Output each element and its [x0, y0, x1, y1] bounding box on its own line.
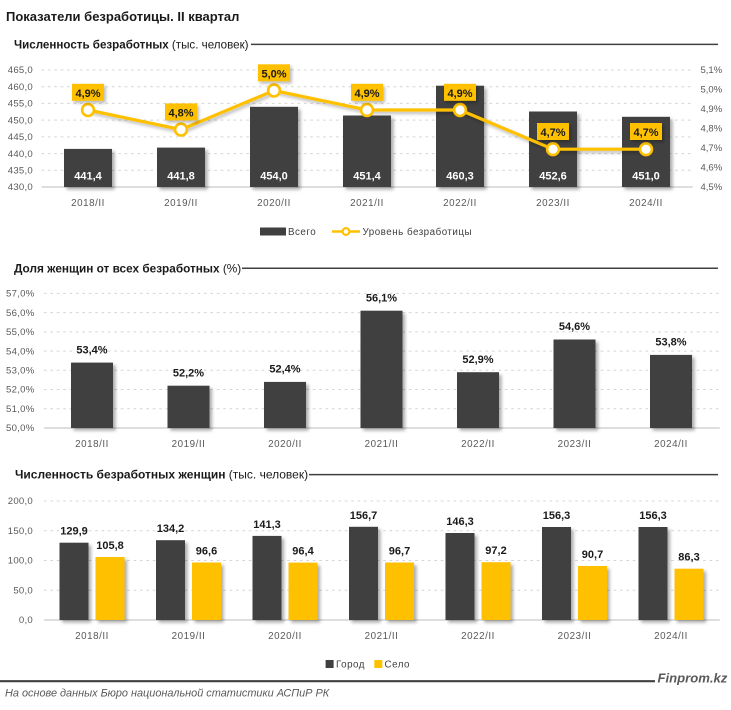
svg-text:150,0: 150,0	[8, 526, 33, 537]
svg-text:0,0: 0,0	[19, 615, 33, 626]
svg-text:4,9%: 4,9%	[354, 88, 379, 100]
svg-text:435,0: 435,0	[8, 166, 33, 177]
svg-text:52,0%: 52,0%	[6, 385, 35, 396]
svg-text:2024/II: 2024/II	[654, 439, 688, 450]
svg-text:4,8%: 4,8%	[168, 107, 193, 119]
svg-text:2020/II: 2020/II	[257, 198, 291, 209]
svg-text:50,0%: 50,0%	[6, 423, 35, 434]
svg-text:452,6: 452,6	[539, 171, 567, 183]
svg-text:4,6%: 4,6%	[701, 163, 723, 174]
svg-text:5,1%: 5,1%	[701, 65, 723, 76]
svg-text:53,8%: 53,8%	[655, 337, 686, 349]
svg-text:2024/II: 2024/II	[629, 198, 663, 209]
svg-text:50,0: 50,0	[13, 586, 33, 597]
svg-text:96,4: 96,4	[292, 546, 314, 558]
svg-text:141,3: 141,3	[253, 519, 281, 531]
svg-text:454,0: 454,0	[260, 171, 288, 183]
svg-text:2018/II: 2018/II	[71, 198, 105, 209]
svg-text:56,1%: 56,1%	[366, 292, 397, 304]
svg-text:52,9%: 52,9%	[462, 354, 493, 366]
svg-text:54,0%: 54,0%	[6, 346, 35, 357]
svg-text:55,0%: 55,0%	[6, 327, 35, 338]
svg-text:54,6%: 54,6%	[559, 321, 590, 333]
svg-text:Город: Город	[336, 660, 365, 671]
svg-text:86,3: 86,3	[678, 552, 699, 564]
svg-text:4,9%: 4,9%	[447, 88, 472, 100]
svg-text:2020/II: 2020/II	[268, 439, 302, 450]
svg-text:146,3: 146,3	[446, 516, 474, 528]
svg-text:156,3: 156,3	[639, 510, 667, 522]
svg-text:156,3: 156,3	[543, 510, 571, 522]
svg-text:57,0%: 57,0%	[6, 289, 35, 300]
svg-text:5,0%: 5,0%	[261, 68, 286, 80]
svg-text:Численность безработных женщин: Численность безработных женщин (тыс. чел…	[15, 468, 308, 482]
svg-text:200,0: 200,0	[8, 496, 33, 507]
svg-text:441,8: 441,8	[167, 171, 195, 183]
svg-text:На основе данных Бюро национал: На основе данных Бюро национальной стати…	[5, 688, 330, 700]
svg-text:441,4: 441,4	[74, 171, 102, 183]
svg-text:53,0%: 53,0%	[6, 366, 35, 377]
svg-text:451,4: 451,4	[353, 171, 381, 183]
svg-text:2019/II: 2019/II	[172, 439, 206, 450]
svg-text:2018/II: 2018/II	[75, 631, 109, 642]
svg-text:134,2: 134,2	[157, 523, 185, 535]
svg-text:96,6: 96,6	[196, 546, 217, 558]
svg-text:53,4%: 53,4%	[76, 344, 107, 356]
svg-text:465,0: 465,0	[8, 65, 33, 76]
svg-text:2022/II: 2022/II	[461, 439, 495, 450]
svg-text:2022/II: 2022/II	[461, 631, 495, 642]
svg-text:4,9%: 4,9%	[75, 88, 100, 100]
svg-text:455,0: 455,0	[8, 99, 33, 110]
svg-text:Доля женщин от всех безработны: Доля женщин от всех безработных (%)	[14, 261, 241, 275]
svg-text:4,7%: 4,7%	[701, 143, 723, 154]
svg-text:2019/II: 2019/II	[164, 198, 198, 209]
svg-text:460,0: 460,0	[8, 82, 33, 93]
svg-text:2021/II: 2021/II	[365, 439, 399, 450]
svg-text:Показатели безработицы. II ква: Показатели безработицы. II квартал	[6, 9, 239, 24]
svg-text:52,2%: 52,2%	[173, 367, 204, 379]
svg-text:56,0%: 56,0%	[6, 308, 35, 319]
svg-text:2024/II: 2024/II	[654, 631, 688, 642]
svg-text:90,7: 90,7	[582, 549, 603, 561]
svg-text:2018/II: 2018/II	[75, 439, 109, 450]
svg-text:Finprom.kz: Finprom.kz	[658, 671, 728, 686]
svg-text:2023/II: 2023/II	[536, 198, 570, 209]
svg-text:52,4%: 52,4%	[269, 364, 300, 376]
svg-text:129,9: 129,9	[60, 526, 88, 538]
svg-text:2019/II: 2019/II	[172, 631, 206, 642]
svg-text:460,3: 460,3	[446, 171, 474, 183]
svg-text:450,0: 450,0	[8, 115, 33, 126]
svg-text:4,9%: 4,9%	[701, 104, 723, 115]
svg-text:5,0%: 5,0%	[701, 85, 723, 96]
svg-text:451,0: 451,0	[632, 171, 660, 183]
svg-text:156,7: 156,7	[350, 510, 378, 522]
svg-text:96,7: 96,7	[389, 546, 410, 558]
svg-text:4,5%: 4,5%	[701, 182, 723, 193]
svg-text:2021/II: 2021/II	[350, 198, 384, 209]
svg-text:2020/II: 2020/II	[268, 631, 302, 642]
svg-text:4,8%: 4,8%	[701, 124, 723, 135]
svg-text:445,0: 445,0	[8, 132, 33, 143]
svg-text:105,8: 105,8	[96, 540, 124, 552]
svg-text:4,7%: 4,7%	[633, 127, 658, 139]
svg-text:4,7%: 4,7%	[540, 127, 565, 139]
svg-text:440,0: 440,0	[8, 149, 33, 160]
svg-text:Численность безработных (тыс.: Численность безработных (тыс. человек)	[14, 39, 249, 52]
svg-text:2023/II: 2023/II	[558, 439, 592, 450]
svg-text:Уровень безработицы: Уровень безработицы	[363, 227, 473, 238]
svg-text:97,2: 97,2	[485, 545, 506, 557]
svg-text:2021/II: 2021/II	[365, 631, 399, 642]
svg-text:51,0%: 51,0%	[6, 404, 35, 415]
svg-text:Всего: Всего	[288, 227, 316, 238]
svg-text:100,0: 100,0	[8, 556, 33, 567]
svg-text:Село: Село	[385, 660, 411, 671]
svg-text:2022/II: 2022/II	[443, 198, 477, 209]
svg-text:2023/II: 2023/II	[558, 631, 592, 642]
svg-text:430,0: 430,0	[8, 182, 33, 193]
